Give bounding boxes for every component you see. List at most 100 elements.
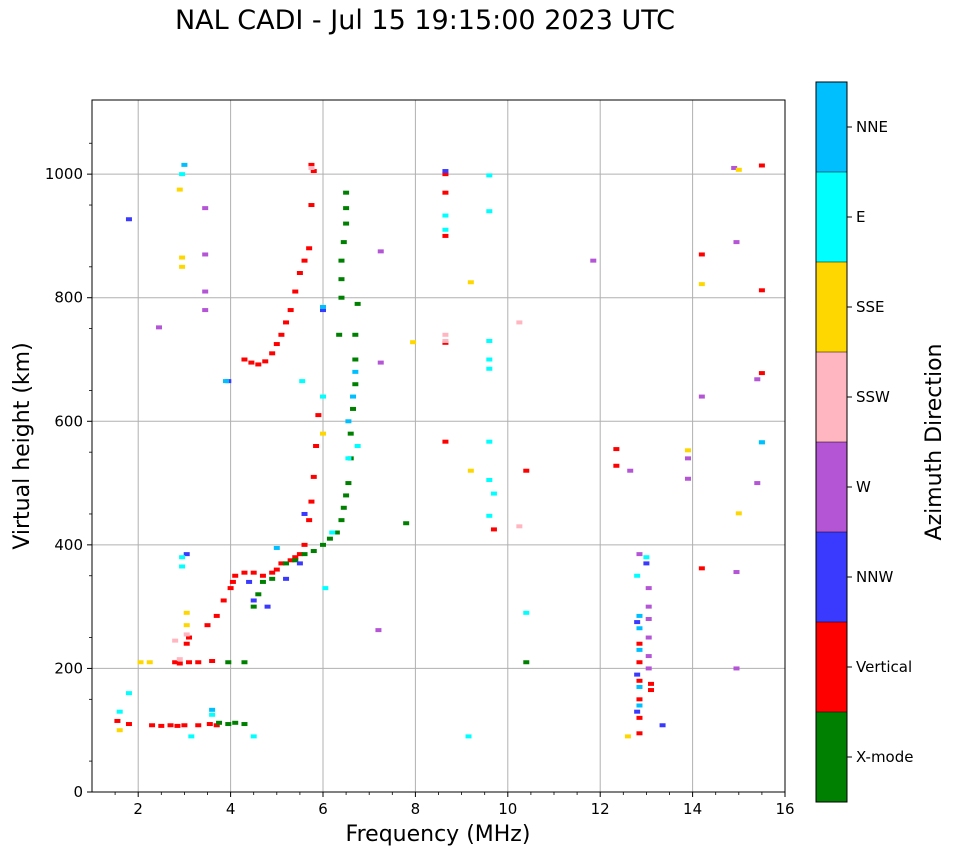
echo-point	[733, 666, 740, 671]
colorbar-segment	[816, 712, 847, 802]
echo-point	[149, 723, 156, 728]
echo-point	[634, 573, 641, 578]
echo-point	[209, 659, 216, 664]
echo-point	[287, 308, 294, 313]
x-tick-label: 4	[226, 800, 236, 818]
echo-point	[627, 468, 634, 473]
echo-point	[179, 264, 186, 269]
x-tick-label: 12	[591, 800, 610, 818]
echo-point	[292, 558, 299, 563]
echo-point	[636, 647, 643, 652]
y-tick-label: 0	[73, 783, 83, 801]
echo-point	[340, 505, 347, 510]
colorbar: X-mode Vertical NNW W SSW SSE E NNE	[815, 81, 913, 803]
echo-point	[292, 555, 299, 560]
echo-point	[758, 288, 765, 293]
echo-point	[310, 169, 317, 174]
colorbar-segment	[816, 172, 847, 262]
echo-point	[283, 561, 290, 566]
echo-point	[340, 240, 347, 245]
echo-point	[241, 722, 248, 727]
echo-point	[248, 360, 255, 365]
echo-point	[523, 468, 530, 473]
series-e	[116, 172, 765, 739]
echo-point	[176, 657, 183, 662]
echo-point	[486, 173, 493, 178]
echo-point	[246, 579, 253, 584]
echo-point	[343, 221, 350, 226]
echo-point	[486, 338, 493, 343]
echo-point	[255, 362, 262, 367]
echo-point	[645, 654, 652, 659]
echo-point	[179, 255, 186, 260]
y-axis-label: Virtual height (km)	[10, 342, 35, 549]
echo-point	[181, 723, 188, 728]
echo-point	[216, 720, 223, 725]
echo-point	[377, 360, 384, 365]
echo-point	[645, 604, 652, 609]
echo-point	[636, 697, 643, 702]
echo-point	[516, 320, 523, 325]
echo-point	[698, 282, 705, 287]
y-tick-label: 800	[54, 289, 83, 307]
echo-point	[283, 576, 290, 581]
echo-point	[278, 332, 285, 337]
echo-point	[183, 632, 190, 637]
echo-point	[442, 172, 449, 177]
echo-point	[167, 723, 174, 728]
echo-point	[125, 722, 132, 727]
echo-point	[296, 561, 303, 566]
echo-point	[648, 681, 655, 686]
echo-point	[301, 511, 308, 516]
echo-points	[114, 162, 765, 739]
echo-point	[273, 545, 280, 550]
colorbar-tick-label: NNE	[856, 118, 888, 136]
echo-point	[269, 351, 276, 356]
echo-point	[516, 524, 523, 529]
echo-point	[634, 709, 641, 714]
echo-point	[259, 579, 266, 584]
echo-point	[155, 325, 162, 330]
echo-point	[204, 623, 211, 628]
colorbar-tick-label: X-mode	[856, 748, 913, 766]
echo-point	[222, 379, 229, 384]
echo-point	[590, 258, 597, 263]
echo-point	[634, 620, 641, 625]
echo-point	[636, 613, 643, 618]
echo-point	[636, 703, 643, 708]
grid-lines	[92, 100, 786, 792]
echo-point	[264, 604, 271, 609]
series-vertical	[114, 162, 765, 736]
echo-point	[183, 623, 190, 628]
echo-point	[183, 610, 190, 615]
y-tick-label: 600	[54, 412, 83, 430]
echo-point	[338, 277, 345, 282]
echo-point	[315, 413, 322, 418]
echo-point	[338, 518, 345, 523]
echo-point	[255, 592, 262, 597]
echo-point	[262, 359, 269, 364]
echo-point	[202, 206, 209, 211]
echo-point	[283, 320, 290, 325]
echo-point	[287, 558, 294, 563]
series-x-mode	[216, 190, 530, 727]
echo-point	[195, 723, 202, 728]
echo-point	[320, 308, 326, 313]
echo-point	[338, 258, 345, 263]
x-axis-label: Frequency (MHz)	[346, 822, 531, 847]
echo-point	[250, 734, 257, 739]
echo-point	[645, 617, 652, 621]
echo-point	[345, 456, 352, 461]
echo-point	[301, 542, 308, 547]
echo-point	[624, 734, 631, 739]
echo-point	[634, 672, 641, 677]
echo-point	[186, 635, 193, 640]
echo-point	[172, 638, 179, 643]
echo-point	[179, 172, 186, 177]
echo-point	[442, 190, 449, 195]
colorbar-tick-label: SSE	[856, 298, 885, 316]
echo-point	[158, 723, 165, 728]
echo-point	[490, 491, 497, 496]
echo-point	[116, 728, 123, 733]
echo-point	[467, 280, 474, 285]
